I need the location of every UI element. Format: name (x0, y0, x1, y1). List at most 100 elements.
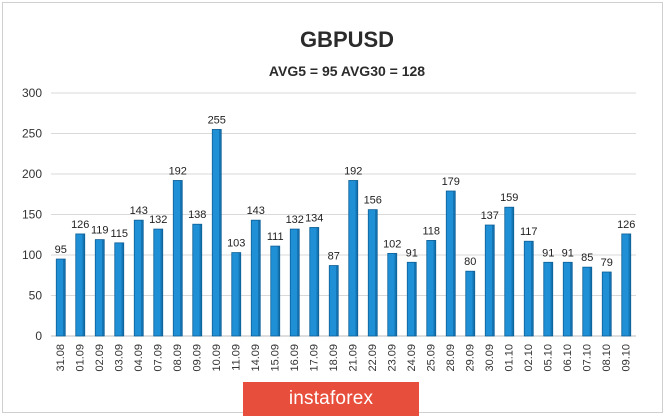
bar-shade (414, 262, 417, 336)
x-tick-label: 25.09 (425, 344, 437, 372)
x-tick-label: 09.09 (191, 344, 203, 372)
x-tick-label: 11.09 (230, 344, 242, 371)
data-label: 192 (169, 165, 187, 177)
bar-shade (102, 239, 105, 336)
data-label: 143 (247, 205, 265, 217)
bar-shade (277, 246, 280, 336)
x-tick-label: 21.09 (347, 344, 359, 372)
x-tick-label: 18.09 (328, 344, 340, 372)
bars (55, 129, 632, 337)
data-label: 132 (286, 214, 304, 226)
x-tick-label: 02.10 (523, 344, 535, 372)
data-label: 126 (71, 219, 89, 231)
data-label: 111 (267, 231, 284, 243)
data-label: 91 (542, 247, 554, 259)
x-tick-label: 30.09 (484, 344, 496, 372)
bar-shade (316, 227, 319, 336)
y-tick-label: 50 (29, 289, 43, 303)
bar-shade (511, 207, 514, 336)
data-label: 95 (55, 244, 67, 256)
bar-shade (394, 253, 397, 336)
bar-shade (141, 220, 144, 336)
bar-shade (355, 180, 358, 336)
x-tick-label: 16.09 (289, 344, 301, 372)
x-tick-label: 01.09 (74, 344, 86, 372)
chart-title: GBPUSD (300, 27, 394, 52)
x-tick-label: 15.09 (269, 344, 281, 372)
watermark-banner: instaforex (243, 382, 419, 416)
x-tick-label: 14.09 (250, 344, 262, 372)
data-label: 134 (305, 212, 323, 224)
data-label: 80 (464, 256, 476, 268)
bar-shade (160, 229, 163, 336)
x-tick-label: 08.09 (172, 344, 184, 372)
x-tick-label: 22.09 (367, 344, 379, 372)
x-axis-ticks: 31.08 01.09 02.09 03.09 04.09 07.09 08.09 09.09… (55, 344, 633, 372)
data-label: 118 (422, 225, 440, 237)
x-tick-label: 06.10 (562, 344, 574, 372)
bar-shade (472, 271, 475, 336)
data-label: 159 (500, 192, 518, 204)
data-label: 79 (601, 257, 613, 269)
x-tick-label: 28.09 (445, 344, 457, 372)
y-tick-label: 300 (22, 86, 42, 100)
bar-shade (219, 129, 222, 336)
data-label: 119 (91, 225, 109, 237)
bar-shade (609, 272, 612, 336)
x-tick-label: 23.09 (386, 344, 398, 372)
data-label: 102 (383, 238, 401, 250)
x-tick-label: 09.10 (620, 344, 632, 372)
bar-shade (628, 233, 631, 336)
x-tick-label: 02.09 (94, 344, 106, 372)
x-tick-label: 24.09 (406, 344, 418, 372)
chart-subtitle: AVG5 = 95 AVG30 = 128 (269, 63, 425, 79)
data-label: 179 (442, 176, 460, 188)
data-label: 255 (208, 114, 226, 126)
x-tick-label: 31.08 (55, 344, 67, 372)
y-tick-label: 250 (22, 127, 42, 141)
data-label: 156 (364, 195, 382, 207)
x-tick-label: 07.10 (581, 344, 593, 372)
data-label: 126 (617, 219, 635, 231)
watermark-text: instaforex (288, 388, 374, 409)
data-label: 138 (188, 209, 206, 221)
data-label: 91 (562, 247, 574, 259)
data-label: 132 (149, 214, 167, 226)
bar-shade (492, 225, 495, 336)
y-axis-ticks: 0 50 100 150 200 250 300 (22, 86, 42, 343)
bar-shade (180, 180, 183, 336)
data-label: 87 (328, 251, 340, 263)
x-tick-label: 10.09 (211, 344, 223, 372)
bar-shade (589, 267, 592, 336)
bar-shade (82, 233, 85, 336)
data-label: 192 (344, 165, 362, 177)
x-tick-label: 08.10 (601, 344, 613, 372)
x-tick-label: 01.10 (503, 344, 515, 372)
x-tick-label: 07.09 (152, 344, 164, 372)
bar-shade (63, 259, 66, 336)
bar-shade (453, 191, 456, 336)
x-tick-label: 03.09 (113, 344, 125, 372)
y-tick-label: 100 (22, 248, 42, 262)
data-label: 85 (581, 252, 593, 264)
bar-shade (336, 265, 339, 336)
y-tick-label: 150 (22, 208, 42, 222)
data-label: 115 (110, 228, 128, 240)
bar-shade (258, 220, 261, 336)
x-tick-label: 29.09 (464, 344, 476, 372)
data-label: 143 (130, 205, 148, 217)
bar-shade (238, 252, 241, 336)
grid-lines (51, 92, 636, 337)
bar-shade (375, 209, 378, 336)
data-label: 137 (481, 210, 499, 222)
bar-shade (199, 224, 202, 336)
bar-shade (297, 229, 300, 336)
data-label: 91 (406, 247, 418, 259)
bar-shade (550, 262, 553, 336)
bar-shade (570, 262, 573, 336)
y-tick-label: 0 (35, 329, 42, 343)
bar-shade (531, 241, 534, 336)
